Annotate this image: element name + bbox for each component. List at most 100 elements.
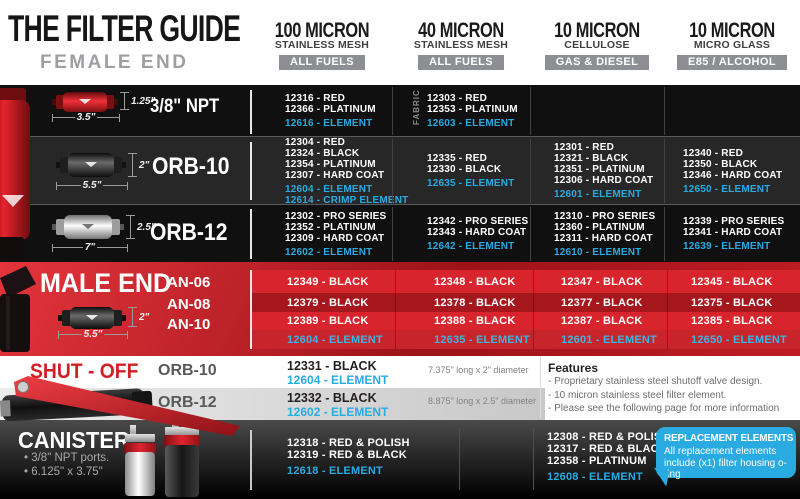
label-divider <box>250 209 252 259</box>
part-number: 12303 - RED <box>427 93 488 104</box>
element-number: 12642 - ELEMENT <box>427 241 515 252</box>
filter-cell: 12339 - PRO SERIES 12341 - HARD COAT 1263… <box>664 205 800 263</box>
part-number: 12311 - HARD COAT <box>554 232 653 244</box>
dimension-line <box>128 153 137 177</box>
part-number: 12366 - PLATINUM <box>285 104 376 115</box>
part-number: 12349 - BLACK <box>287 275 369 288</box>
column-header-10-micron-cellulose: 10 MICRON CELLULOSE GAS & DIESEL <box>530 20 664 70</box>
part-list: 12342 - PRO SERIES 12343 - HARD COAT <box>427 216 530 238</box>
part-number: 12354 - PLATINUM <box>285 158 376 170</box>
filter-cell: 12318 - RED & POLISH 12319 - RED & BLACK … <box>287 420 457 499</box>
element-number: 12650 - ELEMENT <box>691 333 787 346</box>
part-number: 12385 - BLACK <box>691 315 773 327</box>
size-note: 8.875" long x 2.5" diameter <box>428 396 536 406</box>
male-end-heading: MALE END <box>40 268 172 298</box>
label-divider <box>250 430 252 490</box>
orb12-filter-image <box>52 215 124 239</box>
filter-cell: 12301 - RED 12321 - BLACK 12351 - PLATINUM… <box>530 137 664 205</box>
part-list: 12316 - RED 12366 - PLATINUM <box>285 93 392 115</box>
part-number: 12302 - PRO SERIES <box>285 210 387 222</box>
column-divider <box>392 139 393 203</box>
column-header-100-micron: 100 MICRON STAINLESS MESH ALL FUELS <box>252 20 392 70</box>
part-number: 12360 - PLATINUM <box>554 221 645 233</box>
filter-cell: 12304 - RED 12324 - BLACK 12354 - PLATINUM… <box>252 136 409 206</box>
part-list: 12303 - RED 12353 - PLATINUM <box>427 93 530 115</box>
part-number: 12358 - PLATINUM <box>547 454 647 467</box>
element-list: 12603 - ELEMENT <box>427 118 530 129</box>
column-divider <box>459 428 460 490</box>
dimension-line: 7" <box>52 242 128 253</box>
element-number: 12635 - ELEMENT <box>434 333 530 346</box>
male-filter-image <box>58 307 126 329</box>
height-dimension: 2" <box>139 312 150 323</box>
column-divider <box>667 270 668 349</box>
column-divider <box>664 87 665 135</box>
part-number: 12330 - BLACK <box>427 164 502 175</box>
part-list: 12302 - PRO SERIES 12352 - PLATINUM 12309 … <box>285 211 392 244</box>
part-number: 12340 - RED <box>683 147 744 159</box>
part-list: 12301 - RED 12321 - BLACK 12351 - PLATINUM… <box>554 142 664 186</box>
features-list: - Proprietary stainless steel shutoff va… <box>548 375 793 416</box>
part-number: 12351 - PLATINUM <box>554 164 645 175</box>
element-list: 12616 - ELEMENT <box>285 118 392 129</box>
fuel-badge: ALL FUELS <box>418 55 504 70</box>
filter-cell: 12342 - PRO SERIES 12343 - HARD COAT 1264… <box>392 205 530 263</box>
length-dimension: 3.5" <box>76 112 96 123</box>
height-dimension: 1.25" <box>131 96 156 107</box>
orb10-label: ORB-10 <box>158 362 217 379</box>
element-number: 12604 - ELEMENT <box>287 373 389 387</box>
column-divider <box>392 87 393 135</box>
orb10-filter-image <box>56 153 126 177</box>
filter-cell: 12308 - RED & POLISH 12317 - RED & BLACK 1… <box>547 420 670 499</box>
part-number: 12301 - RED <box>554 142 615 153</box>
element-list: 12601 - ELEMENT <box>554 189 664 200</box>
female-end-heading: FEMALE END <box>40 52 189 73</box>
element-list: 12608 - ELEMENT <box>547 471 659 483</box>
features-title: Features <box>548 361 599 375</box>
canister-specs: • 3/8" NPT ports. • 6.125" x 3.75" <box>24 451 109 479</box>
dimension-line: 5.5" <box>58 329 128 340</box>
column-divider <box>530 87 531 135</box>
element-number: 12601 - ELEMENT <box>561 333 657 346</box>
element-list: 12604 - ELEMENT 12614 - CRIMP ELEMENT <box>285 184 409 206</box>
part-number: 12324 - BLACK <box>285 147 360 159</box>
element-number: 12614 - CRIMP ELEMENT <box>285 194 409 206</box>
part-number: 12308 - RED & POLISH <box>547 430 670 443</box>
part-number: 12304 - RED <box>285 136 346 148</box>
filter-cell: 12303 - RED 12353 - PLATINUM 12603 - ELEM… <box>392 85 530 137</box>
column-divider <box>533 428 534 490</box>
part-list: 12308 - RED & POLISH 12317 - RED & BLACK 1… <box>547 430 670 467</box>
orb12-label: ORB-12 <box>158 394 217 411</box>
an10-row: 12389 - BLACK 12388 - BLACK 12387 - BLAC… <box>250 312 800 330</box>
micron-label: 10 MICRON <box>689 19 775 42</box>
features-block: Features - Proprietary stainless steel s… <box>548 361 793 416</box>
element-number: 12603 - ELEMENT <box>427 118 515 129</box>
part-number: 12317 - RED & BLACK <box>547 442 667 455</box>
shut-off-section: SHUT - OFF ORB-10 ORB-12 12331 - BLACK 1… <box>0 356 800 436</box>
filter-cell: 12335 - RED 12330 - BLACK 12635 - ELEMENT <box>392 137 530 205</box>
column-header-10-micron-glass: 10 MICRON MICRO GLASS E85 / ALCOHOL <box>664 19 800 70</box>
an10-label: AN-10 <box>167 316 211 333</box>
canister-heading: CANISTER <box>18 427 130 453</box>
page-title: THE FILTER GUIDE <box>8 8 241 49</box>
element-number: 12601 - ELEMENT <box>554 189 642 200</box>
replacement-elements-callout: REPLACEMENT ELEMENTS All replacement ele… <box>650 427 796 487</box>
part-number: 12307 - HARD COAT <box>285 169 385 181</box>
element-list: 12639 - ELEMENT <box>683 241 800 252</box>
element-list: 12610 - ELEMENT <box>554 247 664 258</box>
feature-item: - Please see the following page for more… <box>548 403 780 414</box>
filter-cell: 12302 - PRO SERIES 12352 - PLATINUM 12309 … <box>252 205 392 263</box>
an06-label: AN-06 <box>167 274 211 291</box>
element-number: 12608 - ELEMENT <box>547 470 643 483</box>
dimension-line <box>126 215 135 239</box>
part-number: 12345 - BLACK <box>691 275 773 288</box>
column-header-40-micron: 40 MICRON STAINLESS MESH ALL FUELS <box>392 20 530 70</box>
feature-item: - Proprietary stainless steel shutoff va… <box>548 376 763 387</box>
part-number: 12389 - BLACK <box>287 315 369 327</box>
part-number: 12339 - PRO SERIES <box>683 216 785 227</box>
part-number: 12378 - BLACK <box>434 296 516 309</box>
part-number: 12341 - HARD COAT <box>683 227 783 238</box>
canister-section: CANISTER • 3/8" NPT ports. • 6.125" x 3.7… <box>0 420 800 499</box>
male-end-section: MALE END AN-06 AN-08 AN-10 2" 5.5" 12349… <box>0 262 800 356</box>
